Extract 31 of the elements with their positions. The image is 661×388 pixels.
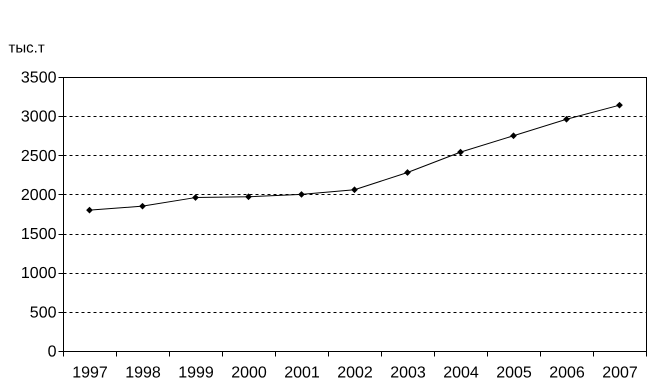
point — [139, 202, 146, 210]
point — [298, 191, 305, 198]
point — [404, 169, 411, 176]
x-tick-label: 1999 — [178, 364, 214, 382]
point — [563, 116, 570, 123]
y-tick-label: 2500 — [20, 148, 57, 165]
x-tick-label: 2000 — [231, 364, 267, 382]
point — [192, 194, 199, 201]
y-axis-title: тыс.т — [8, 40, 45, 56]
x-tick-label: 2003 — [390, 364, 426, 382]
x-tick-label: 2007 — [602, 364, 638, 382]
x-tick-label: 2006 — [549, 364, 585, 382]
point — [86, 206, 93, 214]
x-tick-label: 1997 — [72, 364, 108, 382]
point — [616, 102, 623, 109]
point — [245, 193, 252, 200]
y-tick-label: 1000 — [20, 265, 57, 282]
x-tick-label: 2004 — [443, 364, 479, 382]
point — [351, 186, 358, 194]
x-tick-label: 2001 — [284, 364, 320, 382]
y-tick-label: 2000 — [20, 186, 57, 204]
x-tick-label: 2005 — [496, 364, 532, 382]
point — [457, 148, 464, 156]
x-tick-label: 1998 — [125, 364, 161, 382]
y-tick-label: 0 — [48, 344, 57, 360]
y-tick-label: 500 — [30, 304, 57, 322]
point — [510, 132, 517, 140]
x-tick-label: 2002 — [337, 364, 373, 382]
y-tick-label: 3500 — [20, 70, 57, 86]
y-tick-label: 3000 — [20, 108, 57, 126]
y-tick-label: 1500 — [20, 226, 57, 244]
